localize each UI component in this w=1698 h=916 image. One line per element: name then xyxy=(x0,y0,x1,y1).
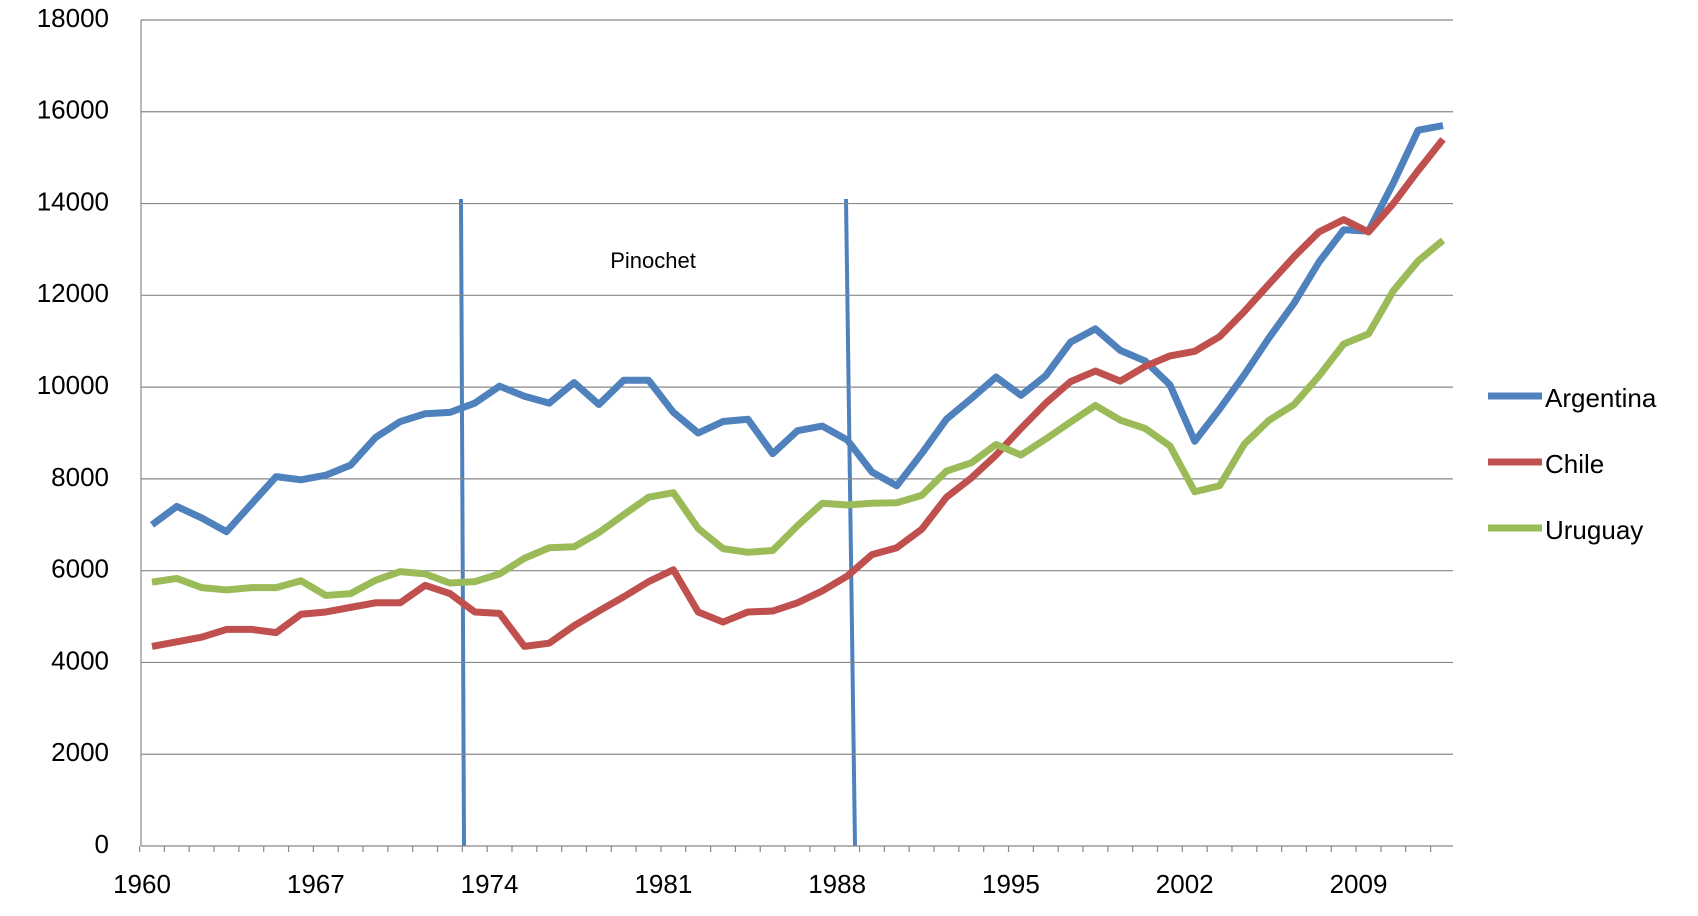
y-tick-label: 16000 xyxy=(37,95,109,125)
annotation: Pinochet xyxy=(610,248,696,273)
x-tick-label: 2009 xyxy=(1330,869,1388,899)
x-tick-label: 2002 xyxy=(1156,869,1214,899)
y-tick-label: 8000 xyxy=(51,462,109,492)
x-tick-label: 1988 xyxy=(808,869,866,899)
x-tick-label: 1967 xyxy=(287,869,345,899)
y-tick-label: 14000 xyxy=(37,186,109,216)
x-tick-label: 1981 xyxy=(634,869,692,899)
y-tick-label: 4000 xyxy=(51,645,109,675)
series-line xyxy=(149,122,1444,536)
series-line xyxy=(151,137,1446,650)
y-tick-label: 12000 xyxy=(37,278,109,308)
legend-label: Uruguay xyxy=(1545,515,1643,545)
series-line xyxy=(151,237,1446,599)
legend-label: Argentina xyxy=(1545,383,1657,413)
y-tick-label: 10000 xyxy=(37,370,109,400)
x-tick-label: 1960 xyxy=(113,869,171,899)
period-marker xyxy=(844,198,857,847)
x-tick-label: 1974 xyxy=(461,869,519,899)
x-tick-label: 1995 xyxy=(982,869,1040,899)
y-tick-label: 0 xyxy=(95,829,109,859)
y-tick-label: 6000 xyxy=(51,554,109,584)
period-marker xyxy=(459,198,466,847)
y-tick-label: 18000 xyxy=(37,3,109,33)
y-tick-label: 2000 xyxy=(51,737,109,767)
legend-label: Chile xyxy=(1545,449,1604,479)
